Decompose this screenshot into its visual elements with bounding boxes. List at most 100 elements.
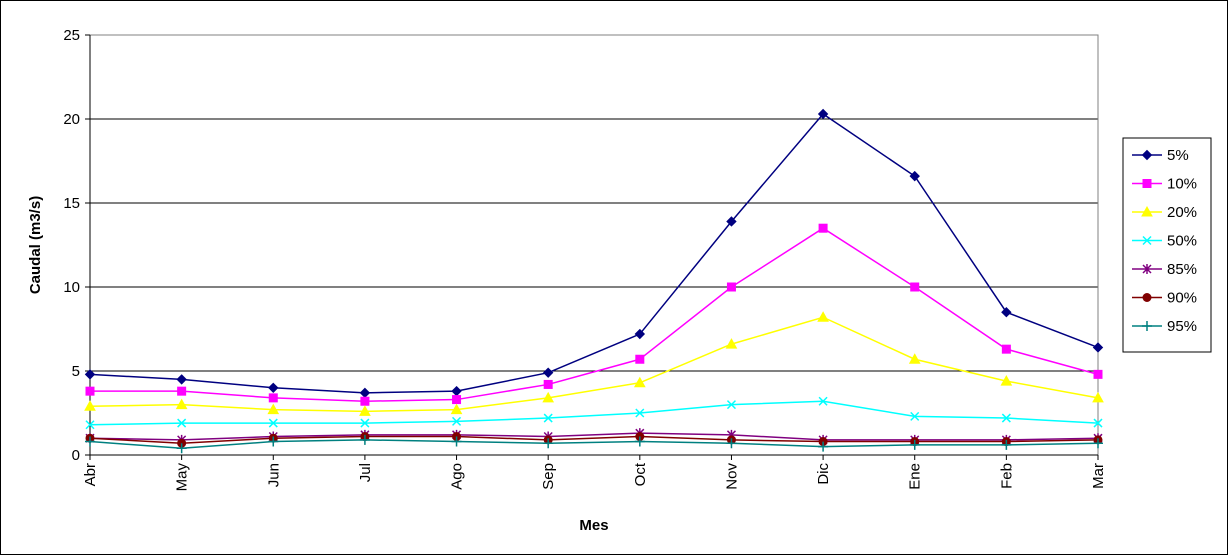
x-tick-label: Sep	[540, 463, 557, 490]
data-point	[1001, 439, 1012, 450]
data-point	[909, 439, 920, 450]
series-20-pct	[84, 311, 1104, 416]
series-95-pct	[85, 434, 1103, 454]
data-point	[635, 354, 645, 364]
legend-label: 10%	[1167, 176, 1197, 193]
legend-label: 20%	[1167, 204, 1197, 221]
data-point	[177, 386, 187, 396]
y-tick-label: 10	[63, 279, 80, 296]
data-point	[726, 216, 737, 227]
data-point	[817, 311, 829, 322]
data-point	[1142, 321, 1152, 331]
legend-label: 50%	[1167, 233, 1197, 250]
legend-label: 95%	[1167, 318, 1197, 335]
data-point	[359, 405, 371, 416]
data-point	[450, 403, 463, 415]
series-5-pct	[84, 108, 1104, 399]
data-point	[818, 441, 829, 452]
data-point	[268, 393, 278, 403]
data-point	[360, 418, 370, 428]
data-point	[359, 434, 370, 445]
y-tick-label: 0	[72, 447, 80, 464]
legend-item: 85%	[1132, 261, 1197, 278]
x-tick-label: Abr	[82, 463, 99, 486]
data-point	[1001, 413, 1011, 423]
data-point	[1141, 205, 1153, 217]
data-point	[725, 338, 738, 349]
x-tick-label: Feb	[998, 463, 1015, 489]
x-tick-label: Ene	[907, 463, 924, 490]
data-point	[635, 408, 645, 418]
x-tick-label: Mar	[1090, 463, 1107, 489]
data-point	[910, 282, 920, 292]
legend: 5% 10% 20% 50% 85% 90% 95%	[1122, 137, 1212, 353]
data-point	[818, 396, 828, 406]
data-point	[1142, 264, 1152, 274]
data-point	[633, 376, 646, 388]
data-point	[1092, 391, 1104, 403]
data-point	[85, 436, 95, 447]
y-tick-label: 5	[72, 363, 80, 380]
data-point	[1092, 342, 1104, 353]
data-point	[176, 374, 187, 385]
x-tick-label: Dic	[815, 463, 832, 485]
y-tick-label: 20	[63, 111, 80, 128]
data-point	[268, 418, 278, 428]
data-point	[634, 328, 646, 340]
legend-item: 50%	[1132, 233, 1197, 250]
legend-label: 90%	[1167, 290, 1197, 307]
data-point	[818, 223, 828, 233]
series-line	[89, 432, 1099, 441]
data-point	[1142, 179, 1152, 188]
data-point	[84, 400, 96, 411]
axes: 0 5 10 15 20 25 Abr May Jun Jul Ago Sep Oct Nov Dic Ene…	[63, 27, 1107, 491]
data-point	[910, 411, 920, 421]
legend-item: 5%	[1132, 147, 1189, 164]
data-point	[85, 420, 95, 430]
data-point	[726, 438, 737, 449]
legend-item: 90%	[1132, 290, 1197, 307]
y-axis-label: Caudal (m3/s)	[27, 196, 44, 294]
legend-item: 10%	[1132, 176, 1197, 193]
data-point	[543, 438, 554, 449]
series-50-pct	[85, 396, 1103, 430]
data-point	[1141, 149, 1153, 161]
series-line	[90, 227, 1099, 402]
data-point	[726, 400, 736, 410]
series-line	[89, 439, 1099, 450]
data-point	[909, 170, 920, 182]
data-point	[268, 436, 279, 447]
legend-label: 5%	[1167, 147, 1189, 164]
series-line	[89, 112, 1099, 394]
data-point	[177, 418, 187, 428]
legend-item: 20%	[1132, 204, 1197, 221]
data-point	[267, 403, 280, 415]
data-point	[175, 398, 188, 410]
data-point	[452, 416, 462, 426]
data-point	[176, 443, 187, 454]
legend-label: 85%	[1167, 261, 1197, 278]
data-point	[1142, 293, 1152, 302]
data-point	[452, 395, 462, 405]
series-line	[89, 400, 1099, 426]
data-point	[1093, 369, 1103, 379]
data-point	[634, 436, 645, 447]
data-point	[84, 369, 96, 380]
data-point	[542, 367, 554, 378]
data-point	[543, 379, 553, 389]
data-point	[817, 108, 829, 120]
legend-item: 95%	[1132, 318, 1197, 335]
data-point	[85, 386, 95, 396]
data-point	[543, 413, 553, 423]
data-point	[726, 282, 736, 292]
x-tick-label: Oct	[632, 462, 649, 486]
data-point	[1093, 438, 1103, 449]
data-point	[1001, 306, 1012, 318]
y-tick-label: 25	[63, 27, 80, 44]
data-point	[451, 436, 462, 447]
data-point	[542, 391, 555, 403]
data-point	[360, 396, 370, 406]
x-tick-label: Jul	[357, 463, 374, 482]
